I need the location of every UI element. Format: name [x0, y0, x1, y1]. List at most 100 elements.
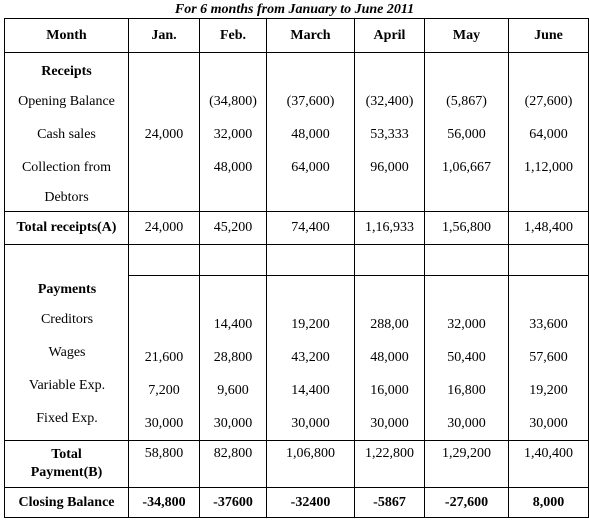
table-cell: 53,333: [370, 127, 409, 142]
table-cell: -32400: [266, 487, 355, 518]
header-row: Month Jan. Feb. March April May June: [4, 18, 589, 53]
payments-may: 32,000 50,400 16,800 30,000: [424, 275, 509, 441]
table-cell: 1,56,800: [424, 211, 509, 245]
table-cell: 43,200: [291, 350, 330, 365]
payments-heading: Payments: [37, 282, 97, 297]
receipts-jan: 24,000: [128, 52, 200, 212]
table-cell: 48,000: [291, 127, 330, 142]
table-cell: 1,06,800: [266, 440, 355, 488]
total-receipts-row: Total receipts(A) 24,000 45,200 74,400 1…: [4, 211, 589, 245]
table-cell: [131, 85, 197, 118]
total-payment-label-line2: Payment(B): [30, 465, 103, 480]
spacer-cell: [424, 244, 509, 276]
opening-balance-label: Opening Balance: [18, 94, 115, 109]
table-cell: (32,400): [365, 94, 414, 109]
payments-block: 21,600 7,200 30,000 14,400 28,800 9,600 …: [5, 275, 589, 441]
spacer-cell: [199, 244, 267, 276]
table-cell: 82,800: [199, 440, 267, 488]
fixed-exp-label: Fixed Exp.: [36, 411, 98, 426]
table-cell: [131, 151, 197, 184]
table-cell: 7,200: [148, 383, 180, 398]
header-month: Month: [4, 18, 129, 53]
table-cell: 288,00: [370, 317, 409, 332]
table-cell: 33,600: [529, 317, 568, 332]
table-cell: 19,200: [291, 317, 330, 332]
table-cell: 1,40,400: [508, 440, 589, 488]
header-march: March: [266, 18, 355, 53]
table-cell: 56,000: [447, 127, 486, 142]
receipts-heading: Receipts: [41, 64, 92, 79]
receipts-feb: (34,800) 32,000 48,000: [199, 52, 267, 212]
table-cell: 1,16,933: [354, 211, 425, 245]
collection-label: Collection from: [21, 160, 112, 175]
closing-balance-row: Closing Balance -34,800 -37600 -32400 -5…: [4, 487, 589, 518]
payments-feb: 14,400 28,800 9,600 30,000: [199, 275, 267, 441]
spacer-cell: [508, 244, 589, 276]
spacer-cell: [354, 244, 425, 276]
creditors-label: Creditors: [40, 312, 94, 327]
table-cell: 50,400: [447, 350, 486, 365]
table-cell: 30,000: [370, 416, 409, 431]
table-cell: 9,600: [217, 383, 249, 398]
receipts-april: (32,400) 53,333 96,000: [354, 52, 425, 212]
debtors-label: Debtors: [44, 190, 89, 205]
receipts-may: (5,867) 56,000 1,06,667: [424, 52, 509, 212]
table-cell: 1,22,800: [354, 440, 425, 488]
table-cell: 45,200: [199, 211, 267, 245]
table-cell: 1,29,200: [424, 440, 509, 488]
table-cell: [131, 308, 197, 341]
table-cell: (37,600): [286, 94, 335, 109]
table-cell: 21,600: [144, 350, 184, 365]
header-jan: Jan.: [128, 18, 200, 53]
wages-label: Wages: [48, 345, 86, 360]
header-april: April: [354, 18, 425, 53]
spacer-cell: [266, 244, 355, 276]
cash-budget-table: Month Jan. Feb. March April May June Rec…: [4, 18, 589, 518]
receipts-block: Receipts Opening Balance Cash sales Coll…: [4, 52, 589, 212]
table-cell: 96,000: [370, 160, 409, 175]
table-cell: 24,000: [144, 127, 184, 142]
table-cell: 74,400: [266, 211, 355, 245]
table-cell: 24,000: [128, 211, 200, 245]
table-cell: 30,000: [529, 416, 568, 431]
header-feb: Feb.: [199, 18, 267, 53]
table-cell: (27,600): [524, 94, 573, 109]
table-cell: 32,000: [447, 317, 486, 332]
table-cell: 1,06,667: [442, 160, 491, 175]
table-cell: 14,400: [291, 383, 330, 398]
total-payment-label-line1: Total: [51, 447, 82, 462]
table-cell: -34,800: [128, 487, 200, 518]
table-cell: 30,000: [144, 416, 184, 431]
table-cell: -37600: [199, 487, 267, 518]
table-title: For 6 months from January to June 2011: [174, 2, 415, 17]
cash-sales-label: Cash sales: [37, 127, 96, 142]
closing-balance-label: Closing Balance: [4, 487, 129, 518]
receipts-labels: Receipts Opening Balance Cash sales Coll…: [4, 52, 129, 212]
table-cell: 64,000: [529, 127, 568, 142]
header-may: May: [424, 18, 509, 53]
table-cell: 30,000: [213, 416, 253, 431]
table-cell: 32,000: [213, 127, 253, 142]
table-cell: 1,12,000: [524, 160, 573, 175]
table-cell: 48,000: [370, 350, 409, 365]
variable-exp-label: Variable Exp.: [28, 378, 106, 393]
spacer-row: [4, 244, 589, 441]
total-receipts-label: Total receipts(A): [4, 211, 129, 245]
table-cell: 1,48,400: [508, 211, 589, 245]
total-payment-label: Total Payment(B): [4, 440, 129, 488]
table-cell: (34,800): [209, 94, 257, 109]
table-cell: 28,800: [213, 350, 253, 365]
table-cell: 48,000: [213, 160, 253, 175]
table-cell: 30,000: [291, 416, 330, 431]
receipts-march: (37,600) 48,000 64,000: [266, 52, 355, 212]
header-june: June: [508, 18, 589, 53]
table-cell: 14,400: [213, 317, 253, 332]
spacer-cell: [4, 244, 129, 441]
table-cell: 30,000: [447, 416, 486, 431]
table-cell: (5,867): [446, 94, 487, 109]
spacer-cell: [128, 244, 200, 276]
table-cell: 19,200: [529, 383, 568, 398]
table-cell: 8,000: [508, 487, 589, 518]
table-cell: -27,600: [424, 487, 509, 518]
payments-march: 19,200 43,200 14,400 30,000: [266, 275, 355, 441]
